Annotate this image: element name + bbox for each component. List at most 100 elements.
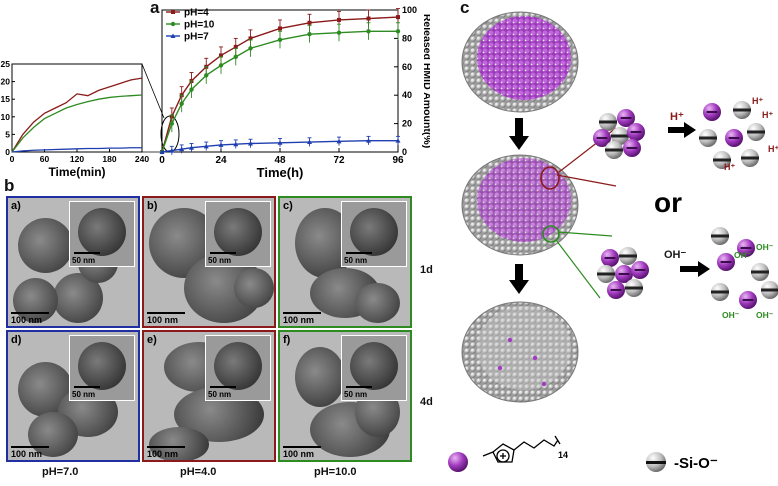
inset-scale-label: 50 nm: [208, 390, 232, 399]
scale-bar-label: 100 nm: [147, 449, 179, 459]
down-arrow-1: [515, 118, 523, 136]
main-ytick-label: 100: [402, 5, 417, 15]
inset-ytick-label: 5: [5, 129, 10, 139]
inset-ytick-label: 15: [1, 94, 11, 104]
silica-band: [761, 288, 778, 292]
data-point: [233, 141, 239, 147]
subpanel-label: f): [283, 334, 291, 346]
silica-band: [699, 136, 717, 140]
subpanel-label: a): [11, 200, 21, 212]
silica-band: [733, 108, 751, 112]
silica-band: [747, 130, 765, 134]
silica-band: [741, 156, 759, 160]
main-xtick-label: 72: [333, 155, 345, 166]
tem-image-c: c) 50 nm 100 nm: [278, 196, 412, 328]
data-point: [248, 46, 253, 51]
data-point: [233, 54, 238, 60]
inset-scale-bar: [210, 386, 236, 388]
inset-particle: [78, 342, 126, 390]
empty-nanoparticle: [461, 301, 579, 403]
legend-ionic-liquid-sphere: [448, 452, 468, 472]
data-point: [169, 121, 175, 126]
nanoparticle-blob: [149, 427, 209, 460]
tem-inset-zoom: 50 nm: [205, 201, 271, 267]
hydroxide-label: OH⁻: [722, 310, 740, 320]
legend-marker: [170, 33, 176, 38]
zoom-line-top: [141, 63, 165, 119]
data-point: [204, 73, 209, 78]
subpanel-label: e): [147, 334, 157, 346]
data-point: [366, 29, 371, 34]
data-point: [219, 53, 223, 58]
column-label-ph7: pH=7.0: [42, 466, 79, 478]
ionic-band: [720, 261, 732, 263]
data-point: [336, 138, 342, 144]
panel-a-letter: a: [150, 0, 160, 17]
base-cluster: [597, 247, 649, 299]
inset-series-line: [11, 147, 142, 153]
inset-particle: [78, 208, 126, 256]
inset-scale-bar: [74, 252, 100, 254]
scale-bar-label: 100 nm: [11, 449, 43, 459]
subpanel-label: c): [283, 200, 293, 212]
data-point: [307, 31, 312, 37]
ionic-band: [618, 273, 630, 275]
acid-cluster: [593, 109, 645, 159]
tem-image-a: a) 50 nm 100 nm: [6, 196, 140, 328]
nanoparticle-blob: [295, 347, 345, 407]
legend-label: pH=7: [184, 32, 209, 43]
data-point: [307, 139, 312, 145]
inset-series-line: [11, 77, 143, 153]
data-point: [336, 30, 342, 35]
main-ytick-label: 0: [402, 147, 407, 157]
scale-bar: [11, 312, 49, 314]
inset-scale-label: 50 nm: [72, 390, 96, 399]
data-point: [159, 149, 165, 154]
data-point: [307, 20, 312, 25]
data-point: [337, 17, 341, 22]
silica-band: [711, 290, 729, 294]
silica-band: [619, 254, 637, 258]
down-arrow-2: [515, 264, 523, 280]
legend-label: pH=4: [184, 8, 209, 19]
tem-inset-zoom: 50 nm: [205, 335, 271, 401]
data-point: [179, 101, 184, 106]
inset-scale-bar: [210, 252, 236, 254]
tem-image-f: f) 50 nm 100 nm: [278, 330, 412, 462]
inset-xtick-label: 180: [102, 154, 116, 164]
subpanel-label: d): [11, 334, 22, 346]
scale-bar-label: 100 nm: [147, 315, 179, 325]
data-point: [395, 138, 401, 143]
inset-xlabel: Time(min): [48, 165, 105, 179]
inset-scale-label: 50 nm: [72, 256, 96, 265]
legend-marker: [171, 10, 175, 14]
column-label-ph4: pH=4.0: [180, 466, 217, 478]
data-point: [366, 138, 371, 143]
main-ytick-label: 60: [402, 62, 412, 72]
hydroxide-label: OH⁻: [734, 250, 752, 260]
base-released-species: OH⁻ OH⁻ OH⁻ OH⁻: [711, 227, 778, 320]
legend-ionic-liquid-structure: [482, 435, 561, 463]
scale-bar-label: 100 nm: [283, 315, 315, 325]
inset-scale-bar: [346, 386, 372, 388]
inset-xtick-label: 120: [70, 154, 84, 164]
silica-band: [751, 270, 769, 274]
silica-band: [625, 286, 643, 290]
silica-band: [605, 148, 623, 152]
ionic-band: [630, 131, 642, 133]
silica-band: [597, 272, 615, 276]
inset-plot-frame: [11, 63, 143, 153]
nanoparticle-blob: [28, 412, 78, 457]
panel-b-letter: b: [4, 176, 15, 195]
data-point: [396, 15, 400, 20]
inset-particle: [214, 208, 262, 256]
proton-label: H⁺: [752, 96, 763, 106]
ionic-band: [706, 111, 718, 113]
inset-particle: [214, 342, 262, 390]
ionic-band: [626, 147, 638, 149]
data-point: [203, 143, 209, 149]
ionic-band: [604, 257, 616, 259]
legend-subscript: 14: [558, 450, 568, 460]
base-arrow-label: OH⁻: [664, 249, 687, 261]
main-xlabel: Time(h): [257, 165, 304, 180]
